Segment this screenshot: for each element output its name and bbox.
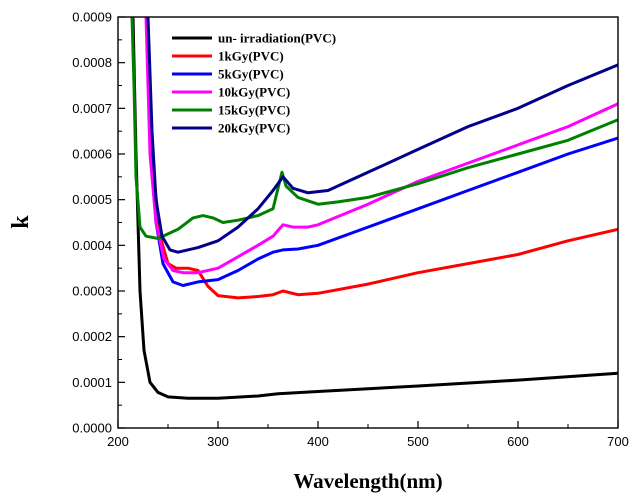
y-tick-label: 0.0000 bbox=[72, 421, 112, 436]
x-tick-label: 300 bbox=[207, 434, 229, 449]
x-axis-title: Wavelength(nm) bbox=[293, 469, 442, 493]
x-tick-label: 600 bbox=[507, 434, 529, 449]
series-line bbox=[130, 17, 618, 240]
y-tick-label: 0.0008 bbox=[72, 55, 112, 70]
series-line bbox=[145, 17, 618, 300]
ticks-layer: 200 300 400 500 600 700 0.0000 0.0001 0.0002 0.00… bbox=[72, 10, 629, 450]
x-tick-label: 400 bbox=[307, 434, 329, 449]
series-line bbox=[144, 17, 618, 275]
y-tick-label: 0.0006 bbox=[72, 147, 112, 162]
y-tick-label: 0.0005 bbox=[72, 192, 112, 207]
series-line bbox=[146, 17, 618, 254]
series-line bbox=[131, 17, 618, 400]
legend-label: 10kGy(PVC) bbox=[218, 85, 290, 100]
legend-label: 1kGy(PVC) bbox=[218, 49, 284, 64]
legend-label: 15kGy(PVC) bbox=[218, 103, 290, 118]
y-tick-label: 0.0003 bbox=[72, 284, 112, 299]
x-tick-label: 700 bbox=[607, 434, 629, 449]
y-tick-label: 0.0009 bbox=[72, 10, 112, 25]
x-tick-label: 500 bbox=[407, 434, 429, 449]
y-axis-title: k bbox=[8, 215, 34, 229]
legend-label: 5kGy(PVC) bbox=[218, 67, 284, 82]
y-tick-label: 0.0004 bbox=[72, 238, 112, 253]
legend-label: un- irradiation(PVC) bbox=[218, 31, 336, 46]
series-line bbox=[145, 17, 618, 287]
y-tick-label: 0.0007 bbox=[72, 101, 112, 116]
legend-label: 20kGy(PVC) bbox=[218, 121, 290, 136]
y-tick-label: 0.0002 bbox=[72, 329, 112, 344]
y-tick-label: 0.0001 bbox=[72, 375, 112, 390]
series-layer bbox=[130, 17, 618, 400]
x-tick-label: 200 bbox=[107, 434, 129, 449]
legend: un- irradiation(PVC) 1kGy(PVC) 5kGy(PVC) 10… bbox=[172, 31, 336, 136]
